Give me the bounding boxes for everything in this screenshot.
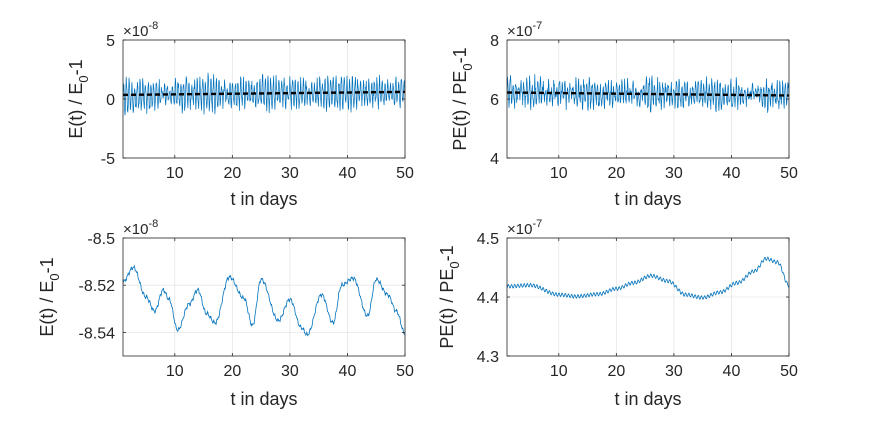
y-tick-labels: -5 0 5 bbox=[101, 33, 115, 168]
exponent-label: ×10-8 bbox=[123, 20, 158, 40]
y-tick-label: 5 bbox=[106, 33, 115, 50]
x-tick-label: 20 bbox=[223, 165, 241, 182]
x-tick-label: 40 bbox=[339, 363, 357, 380]
panel-3: -8.54 -8.52 -8.5 10 20 30 40 50 ×10-8 t in day… bbox=[37, 218, 414, 409]
tick-marks bbox=[123, 39, 406, 159]
y-tick-label: 8 bbox=[490, 33, 499, 50]
x-tick-label: 30 bbox=[281, 363, 299, 380]
panel-2: 4 6 8 10 20 30 40 50 ×10-7 t in days PE(t) / P… bbox=[450, 20, 798, 209]
x-tick-label: 40 bbox=[339, 165, 357, 182]
x-tick-label: 50 bbox=[396, 363, 414, 380]
x-tick-labels: 10 20 30 40 50 bbox=[550, 165, 798, 182]
series-line-trend bbox=[507, 91, 789, 97]
x-tick-label: 50 bbox=[780, 363, 798, 380]
x-tick-label: 20 bbox=[607, 363, 625, 380]
tick-marks bbox=[507, 237, 790, 357]
y-tick-label: 4.5 bbox=[477, 231, 499, 248]
x-tick-labels: 10 20 30 40 50 bbox=[166, 363, 414, 380]
x-axis-label: t in days bbox=[614, 189, 681, 209]
series-line-signal bbox=[507, 256, 789, 300]
y-tick-label: 4.4 bbox=[477, 290, 499, 307]
x-tick-label: 10 bbox=[166, 363, 184, 380]
y-tick-label: -8.52 bbox=[79, 278, 116, 295]
x-tick-label: 50 bbox=[396, 165, 414, 182]
y-tick-label: 4.3 bbox=[477, 349, 499, 366]
tick-marks bbox=[123, 237, 406, 356]
panel-4: 4.3 4.4 4.5 10 20 30 40 50 ×10-7 t in days PE(… bbox=[437, 218, 798, 409]
series-line-trend bbox=[123, 90, 405, 97]
x-tick-label: 10 bbox=[550, 363, 568, 380]
y-axis-label: PE(t) / PE0-1 bbox=[437, 245, 462, 348]
panel-1: -5 0 5 10 20 30 40 50 ×10-8 t in days E(t) / E… bbox=[66, 20, 414, 209]
exponent-label: ×10-7 bbox=[507, 20, 542, 40]
x-tick-label: 20 bbox=[607, 165, 625, 182]
y-tick-labels: 4 6 8 bbox=[490, 33, 499, 168]
plot-area-3 bbox=[123, 238, 405, 356]
series-group bbox=[123, 264, 405, 337]
series-group bbox=[507, 256, 789, 300]
x-tick-labels: 10 20 30 40 50 bbox=[166, 165, 414, 182]
series-lines bbox=[123, 264, 405, 337]
x-tick-label: 10 bbox=[550, 165, 568, 182]
exponent-label: ×10-7 bbox=[507, 218, 542, 238]
x-axis-label: t in days bbox=[230, 189, 297, 209]
series-line-signal bbox=[123, 264, 405, 337]
x-tick-label: 50 bbox=[780, 165, 798, 182]
x-tick-label: 40 bbox=[723, 363, 741, 380]
series-line-signal bbox=[507, 74, 789, 113]
y-tick-labels: 4.3 4.4 4.5 bbox=[477, 231, 499, 366]
y-axis-label: E(t) / E0-1 bbox=[37, 257, 62, 336]
x-tick-label: 20 bbox=[223, 363, 241, 380]
y-tick-label: -8.5 bbox=[87, 231, 115, 248]
tick-marks bbox=[507, 39, 790, 159]
x-tick-label: 40 bbox=[723, 165, 741, 182]
y-tick-label: 4 bbox=[490, 151, 499, 168]
series-group bbox=[507, 74, 789, 113]
series-group bbox=[123, 72, 405, 116]
y-tick-labels: -8.54 -8.52 -8.5 bbox=[79, 231, 116, 342]
y-axis-label: E(t) / E0-1 bbox=[66, 59, 91, 138]
y-tick-label: -5 bbox=[101, 151, 115, 168]
y-axis-label: PE(t) / PE0-1 bbox=[450, 47, 475, 150]
x-axis-label: t in days bbox=[614, 389, 681, 409]
series-lines bbox=[123, 72, 405, 116]
x-tick-label: 10 bbox=[166, 165, 184, 182]
y-tick-label: -8.54 bbox=[79, 325, 116, 342]
x-tick-label: 30 bbox=[665, 363, 683, 380]
series-lines bbox=[507, 74, 789, 113]
exponent-label: ×10-8 bbox=[123, 218, 158, 238]
x-tick-label: 30 bbox=[281, 165, 299, 182]
x-tick-labels: 10 20 30 40 50 bbox=[550, 363, 798, 380]
x-axis-label: t in days bbox=[230, 389, 297, 409]
y-tick-label: 6 bbox=[490, 92, 499, 109]
series-lines bbox=[507, 256, 789, 300]
axes-box bbox=[122, 237, 406, 357]
series-line-signal bbox=[123, 72, 405, 116]
x-tick-label: 30 bbox=[665, 165, 683, 182]
y-tick-label: 0 bbox=[106, 92, 115, 109]
